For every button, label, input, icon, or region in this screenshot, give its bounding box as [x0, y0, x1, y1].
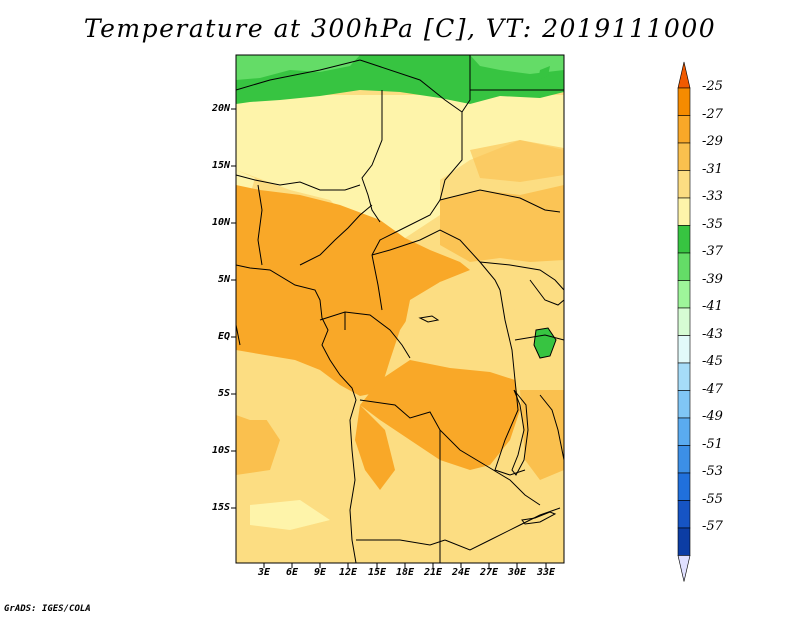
map-border-lines: [235, 54, 565, 564]
colorbar-swatch: [677, 307, 691, 336]
lon-label: 33E: [536, 567, 556, 578]
colorbar-swatch: [677, 362, 691, 391]
lat-label: 5S: [217, 388, 230, 399]
colorbar-swatch: [677, 472, 691, 501]
colorbar-swatch: [677, 170, 691, 199]
lon-label: 15E: [367, 567, 387, 578]
colorbar-label: -29: [702, 134, 723, 149]
lat-label: 10N: [211, 217, 230, 228]
lat-label: EQ: [217, 331, 230, 342]
lon-label: 9E: [313, 567, 327, 578]
colorbar-label: -57: [702, 519, 723, 534]
colorbar-label: -33: [702, 189, 723, 204]
colorbar-swatch: [677, 87, 691, 116]
colorbar-label: -25: [702, 79, 723, 94]
colorbar-swatch: [677, 280, 691, 309]
colorbar-swatch: [677, 527, 691, 556]
lon-label: 21E: [423, 567, 443, 578]
lat-label: 20N: [211, 103, 230, 114]
lon-label: 6E: [285, 567, 299, 578]
temperature-field: [236, 55, 564, 563]
colorbar-swatch: [677, 335, 691, 364]
colorbar-swatch: [677, 142, 691, 171]
colorbar-swatch: [677, 390, 691, 419]
colorbar-label: -39: [702, 271, 723, 287]
lon-label: 27E: [479, 567, 499, 578]
colorbar-swatch: [677, 555, 691, 582]
colorbar-swatch: [677, 445, 691, 474]
colorbar-label: -47: [702, 381, 723, 397]
lon-label: 12E: [338, 567, 358, 578]
colorbar-swatch: [677, 500, 691, 529]
colorbar-label: -27: [702, 106, 723, 122]
colorbar-label: -45: [702, 354, 723, 369]
lon-label: 24E: [451, 567, 471, 578]
colorbar-swatch: [677, 417, 691, 446]
lon-label: 18E: [395, 567, 415, 578]
credit-text: GrADS: IGES/COLA: [4, 604, 91, 614]
map-axis-ticks: [231, 108, 547, 568]
colorbar-label: -31: [702, 161, 723, 177]
colorbar: [677, 61, 691, 582]
colorbar-swatch: [677, 225, 691, 254]
colorbar-label: -41: [702, 299, 723, 314]
colorbar-label: -51: [702, 436, 723, 452]
map-title: Temperature at 300hPa [C], VT: 201911100…: [83, 14, 717, 43]
colorbar-swatch: [677, 197, 691, 226]
lat-label: 5N: [217, 274, 230, 285]
colorbar-label: -55: [702, 491, 723, 507]
colorbar-label: -35: [702, 216, 723, 232]
lon-label: 3E: [257, 567, 271, 578]
colorbar-swatch: [677, 61, 691, 89]
lon-label: 30E: [507, 567, 527, 578]
colorbar-label: -53: [702, 464, 723, 479]
colorbar-label: -43: [702, 326, 723, 342]
colorbar-label: -37: [702, 244, 723, 259]
lat-label: 15N: [211, 160, 230, 171]
lat-label: 15S: [211, 502, 230, 513]
colorbar-swatch: [677, 252, 691, 281]
colorbar-swatch: [677, 115, 691, 144]
colorbar-label: -49: [702, 409, 723, 424]
lat-label: 10S: [211, 445, 230, 456]
